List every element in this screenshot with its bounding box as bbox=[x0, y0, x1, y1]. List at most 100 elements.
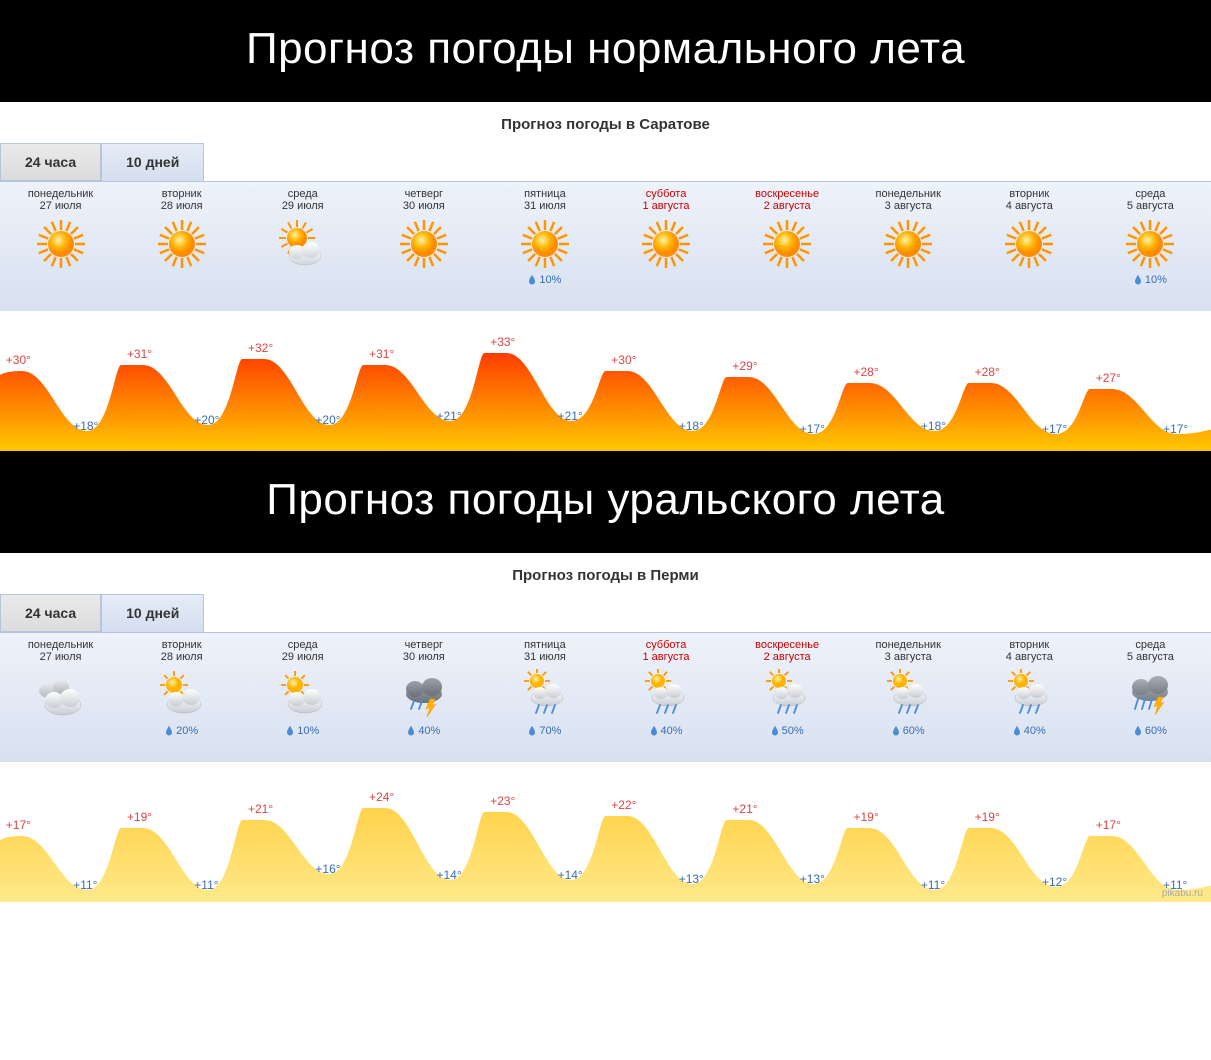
day-col[interactable]: суббота 1 августа bbox=[605, 182, 726, 311]
weather-icon bbox=[484, 216, 605, 272]
day-name: четверг bbox=[363, 188, 484, 200]
temp-low: +11° bbox=[73, 878, 97, 892]
tab-10day[interactable]: 10 дней bbox=[101, 143, 204, 181]
day-date: 1 августа bbox=[605, 200, 726, 212]
temp-high: +28° bbox=[853, 365, 878, 379]
temp-high: +22° bbox=[611, 798, 636, 812]
day-col[interactable]: воскресенье 2 августа bbox=[727, 182, 848, 311]
weather-icon bbox=[1090, 667, 1211, 723]
tabs: 24 часа 10 дней bbox=[0, 143, 1211, 181]
day-col[interactable]: пятница 31 июля 10% bbox=[484, 182, 605, 311]
temp-high: +31° bbox=[127, 347, 152, 361]
temp-low: +12° bbox=[1042, 875, 1067, 889]
weather-icon bbox=[242, 216, 363, 272]
meme-header-1: Прогноз погоды нормального лета bbox=[0, 0, 1211, 102]
temp-low: +11° bbox=[921, 878, 945, 892]
temp-high: +23° bbox=[490, 794, 515, 808]
temp-high: +29° bbox=[732, 359, 757, 373]
precip-label: 50% bbox=[727, 725, 848, 737]
day-date: 29 июля bbox=[242, 651, 363, 663]
day-date: 28 июля bbox=[121, 651, 242, 663]
day-name: пятница bbox=[484, 639, 605, 651]
day-name: вторник bbox=[121, 639, 242, 651]
day-col[interactable]: понедельник 3 августа 60% bbox=[848, 633, 969, 762]
day-col[interactable]: среда 5 августа 60% bbox=[1090, 633, 1211, 762]
temp-low: +18° bbox=[679, 419, 704, 433]
temp-low: +21° bbox=[558, 409, 583, 423]
day-date: 2 августа bbox=[727, 651, 848, 663]
precip-label: 20% bbox=[121, 725, 242, 737]
weather-icon bbox=[848, 216, 969, 272]
weather-icon bbox=[484, 667, 605, 723]
temp-low: +14° bbox=[558, 868, 583, 882]
temp-high: +27° bbox=[1096, 371, 1121, 385]
day-col[interactable]: четверг 30 июля bbox=[363, 182, 484, 311]
temp-high: +17° bbox=[6, 818, 31, 832]
tab-24h[interactable]: 24 часа bbox=[0, 594, 101, 632]
day-name: понедельник bbox=[0, 188, 121, 200]
precip-label: 10% bbox=[1090, 274, 1211, 286]
weather-icon bbox=[727, 667, 848, 723]
weather-icon bbox=[0, 216, 121, 272]
day-name: воскресенье bbox=[727, 639, 848, 651]
day-col[interactable]: вторник 4 августа 40% bbox=[969, 633, 1090, 762]
day-col[interactable]: среда 29 июля bbox=[242, 182, 363, 311]
day-name: пятница bbox=[484, 188, 605, 200]
temp-low: +14° bbox=[436, 868, 461, 882]
weather-icon bbox=[848, 667, 969, 723]
temp-chart: +17°+11°+19°+11°+21°+16°+24°+14°+23°+14°… bbox=[0, 762, 1211, 902]
temp-low: +11° bbox=[194, 878, 218, 892]
day-name: понедельник bbox=[0, 639, 121, 651]
day-col[interactable]: понедельник 27 июля bbox=[0, 182, 121, 311]
days-strip: понедельник 27 июля вторник 28 июля сред… bbox=[0, 181, 1211, 311]
day-date: 27 июля bbox=[0, 651, 121, 663]
temp-high: +17° bbox=[1096, 818, 1121, 832]
day-col[interactable]: суббота 1 августа 40% bbox=[605, 633, 726, 762]
precip-label: 40% bbox=[605, 725, 726, 737]
day-col[interactable]: четверг 30 июля 40% bbox=[363, 633, 484, 762]
tab-10day[interactable]: 10 дней bbox=[101, 594, 204, 632]
precip-label: 40% bbox=[969, 725, 1090, 737]
precip-label: 60% bbox=[848, 725, 969, 737]
day-col[interactable]: воскресенье 2 августа 50% bbox=[727, 633, 848, 762]
day-date: 3 августа bbox=[848, 200, 969, 212]
precip-label: 40% bbox=[363, 725, 484, 737]
temp-high: +31° bbox=[369, 347, 394, 361]
day-col[interactable]: среда 5 августа 10% bbox=[1090, 182, 1211, 311]
day-date: 29 июля bbox=[242, 200, 363, 212]
weather-icon bbox=[121, 216, 242, 272]
day-date: 2 августа bbox=[727, 200, 848, 212]
temp-high: +30° bbox=[611, 353, 636, 367]
day-col[interactable]: понедельник 27 июля bbox=[0, 633, 121, 762]
day-name: четверг bbox=[363, 639, 484, 651]
day-name: понедельник bbox=[848, 188, 969, 200]
tabs: 24 часа 10 дней bbox=[0, 594, 1211, 632]
day-col[interactable]: понедельник 3 августа bbox=[848, 182, 969, 311]
weather-icon bbox=[969, 216, 1090, 272]
temp-low: +17° bbox=[1163, 422, 1188, 436]
precip-label: 10% bbox=[484, 274, 605, 286]
weather-icon bbox=[242, 667, 363, 723]
watermark: pikabu.ru bbox=[1162, 888, 1203, 899]
day-col[interactable]: среда 29 июля 10% bbox=[242, 633, 363, 762]
day-col[interactable]: вторник 28 июля bbox=[121, 182, 242, 311]
temp-low: +17° bbox=[800, 422, 825, 436]
day-name: суббота bbox=[605, 188, 726, 200]
tab-24h[interactable]: 24 часа bbox=[0, 143, 101, 181]
day-date: 30 июля bbox=[363, 200, 484, 212]
temp-high: +21° bbox=[732, 802, 757, 816]
temp-high: +19° bbox=[127, 810, 152, 824]
temp-low: +18° bbox=[73, 419, 98, 433]
day-col[interactable]: пятница 31 июля 70% bbox=[484, 633, 605, 762]
day-col[interactable]: вторник 4 августа bbox=[969, 182, 1090, 311]
day-date: 27 июля bbox=[0, 200, 121, 212]
temp-high: +30° bbox=[6, 353, 31, 367]
day-name: вторник bbox=[969, 188, 1090, 200]
temp-high: +19° bbox=[853, 810, 878, 824]
day-date: 28 июля bbox=[121, 200, 242, 212]
weather-icon bbox=[363, 667, 484, 723]
day-col[interactable]: вторник 28 июля 20% bbox=[121, 633, 242, 762]
temp-high: +24° bbox=[369, 790, 394, 804]
day-name: понедельник bbox=[848, 639, 969, 651]
temp-chart: +30°+18°+31°+20°+32°+20°+31°+21°+33°+21°… bbox=[0, 311, 1211, 451]
